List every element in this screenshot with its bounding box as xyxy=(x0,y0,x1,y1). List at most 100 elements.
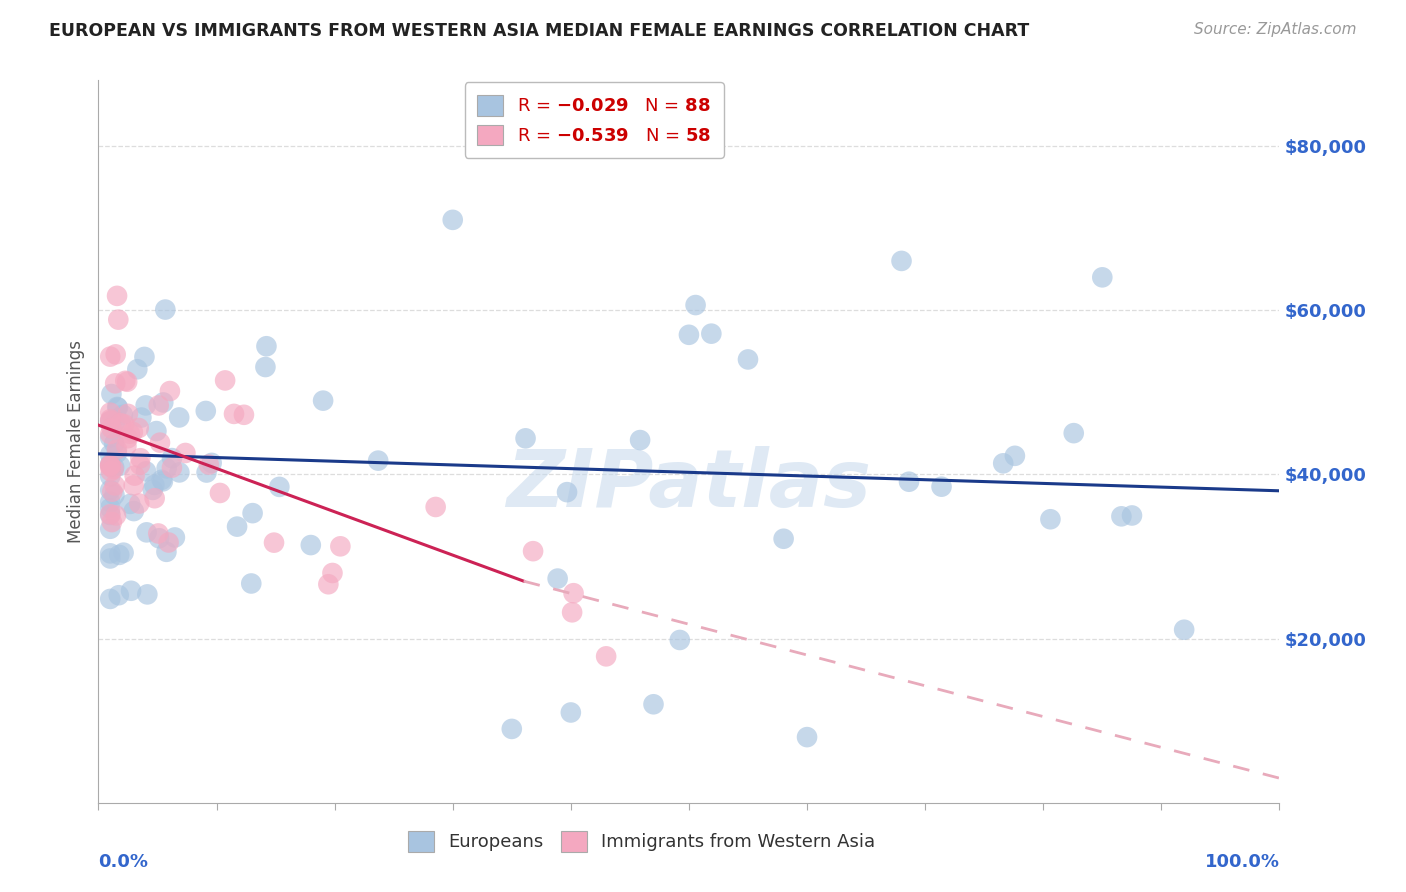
Point xyxy=(122,478,145,492)
Point xyxy=(127,362,149,376)
Point xyxy=(263,535,285,549)
Point xyxy=(98,414,121,428)
Point xyxy=(98,508,121,522)
Point xyxy=(898,475,921,489)
Point xyxy=(628,433,651,447)
Point xyxy=(772,532,794,546)
Point xyxy=(98,427,121,442)
Point xyxy=(233,408,256,422)
Point xyxy=(143,491,166,506)
Point xyxy=(194,404,217,418)
Point xyxy=(143,478,166,492)
Point xyxy=(160,451,183,466)
Point xyxy=(155,302,177,317)
Point xyxy=(562,586,585,600)
Point xyxy=(136,587,159,601)
Point xyxy=(242,506,264,520)
Point xyxy=(104,376,127,391)
Point xyxy=(115,375,138,389)
Text: Source: ZipAtlas.com: Source: ZipAtlas.com xyxy=(1194,22,1357,37)
Point xyxy=(367,453,389,467)
Point xyxy=(595,649,617,664)
Point xyxy=(98,469,121,483)
Point xyxy=(256,339,278,353)
Point xyxy=(501,722,523,736)
Point xyxy=(98,522,121,536)
Point xyxy=(115,439,138,453)
Point xyxy=(441,212,464,227)
Point xyxy=(107,312,129,326)
Point xyxy=(104,508,127,523)
Point xyxy=(103,436,125,450)
Point xyxy=(98,495,121,509)
Point xyxy=(318,577,340,591)
Point xyxy=(152,475,174,489)
Point xyxy=(105,446,128,460)
Point xyxy=(1111,509,1133,524)
Point xyxy=(214,373,236,387)
Point xyxy=(117,407,139,421)
Point xyxy=(131,410,153,425)
Point xyxy=(118,426,141,441)
Point xyxy=(110,416,132,430)
Point xyxy=(208,486,231,500)
Point xyxy=(148,531,170,545)
Point xyxy=(107,401,129,415)
Point xyxy=(135,525,157,540)
Point xyxy=(100,387,122,401)
Point xyxy=(105,442,128,457)
Point xyxy=(120,497,142,511)
Point xyxy=(129,458,152,472)
Point xyxy=(98,350,121,364)
Point xyxy=(155,545,177,559)
Point xyxy=(201,456,224,470)
Text: ZIPatlas: ZIPatlas xyxy=(506,446,872,524)
Point xyxy=(669,632,692,647)
Point xyxy=(108,458,131,473)
Point xyxy=(1039,512,1062,526)
Point xyxy=(931,480,953,494)
Point xyxy=(98,591,121,606)
Point xyxy=(169,466,191,480)
Point xyxy=(101,484,124,499)
Point xyxy=(1091,270,1114,285)
Point xyxy=(226,519,249,533)
Point xyxy=(111,408,134,422)
Point xyxy=(1121,508,1143,523)
Point xyxy=(98,507,121,521)
Point xyxy=(98,551,121,566)
Point xyxy=(98,457,121,471)
Point xyxy=(993,456,1015,470)
Point xyxy=(128,421,150,435)
Point xyxy=(98,448,121,462)
Point xyxy=(254,359,277,374)
Point xyxy=(240,576,263,591)
Point xyxy=(150,473,173,487)
Point xyxy=(157,535,180,549)
Point xyxy=(145,424,167,438)
Point xyxy=(796,730,818,744)
Point xyxy=(103,488,125,502)
Point xyxy=(98,458,121,472)
Point xyxy=(685,298,707,312)
Point xyxy=(148,526,170,541)
Point xyxy=(107,588,129,602)
Point xyxy=(112,546,135,560)
Point xyxy=(98,412,121,426)
Point xyxy=(105,289,128,303)
Point xyxy=(114,374,136,388)
Point xyxy=(678,327,700,342)
Point xyxy=(142,483,165,497)
Legend: Europeans, Immigrants from Western Asia: Europeans, Immigrants from Western Asia xyxy=(401,823,883,859)
Point xyxy=(122,425,145,439)
Point xyxy=(104,347,127,361)
Point xyxy=(100,464,122,478)
Point xyxy=(1173,623,1195,637)
Point xyxy=(98,459,121,474)
Point xyxy=(104,478,127,492)
Point xyxy=(547,572,569,586)
Point xyxy=(124,468,146,483)
Point xyxy=(269,480,291,494)
Point xyxy=(108,548,131,562)
Point xyxy=(425,500,447,514)
